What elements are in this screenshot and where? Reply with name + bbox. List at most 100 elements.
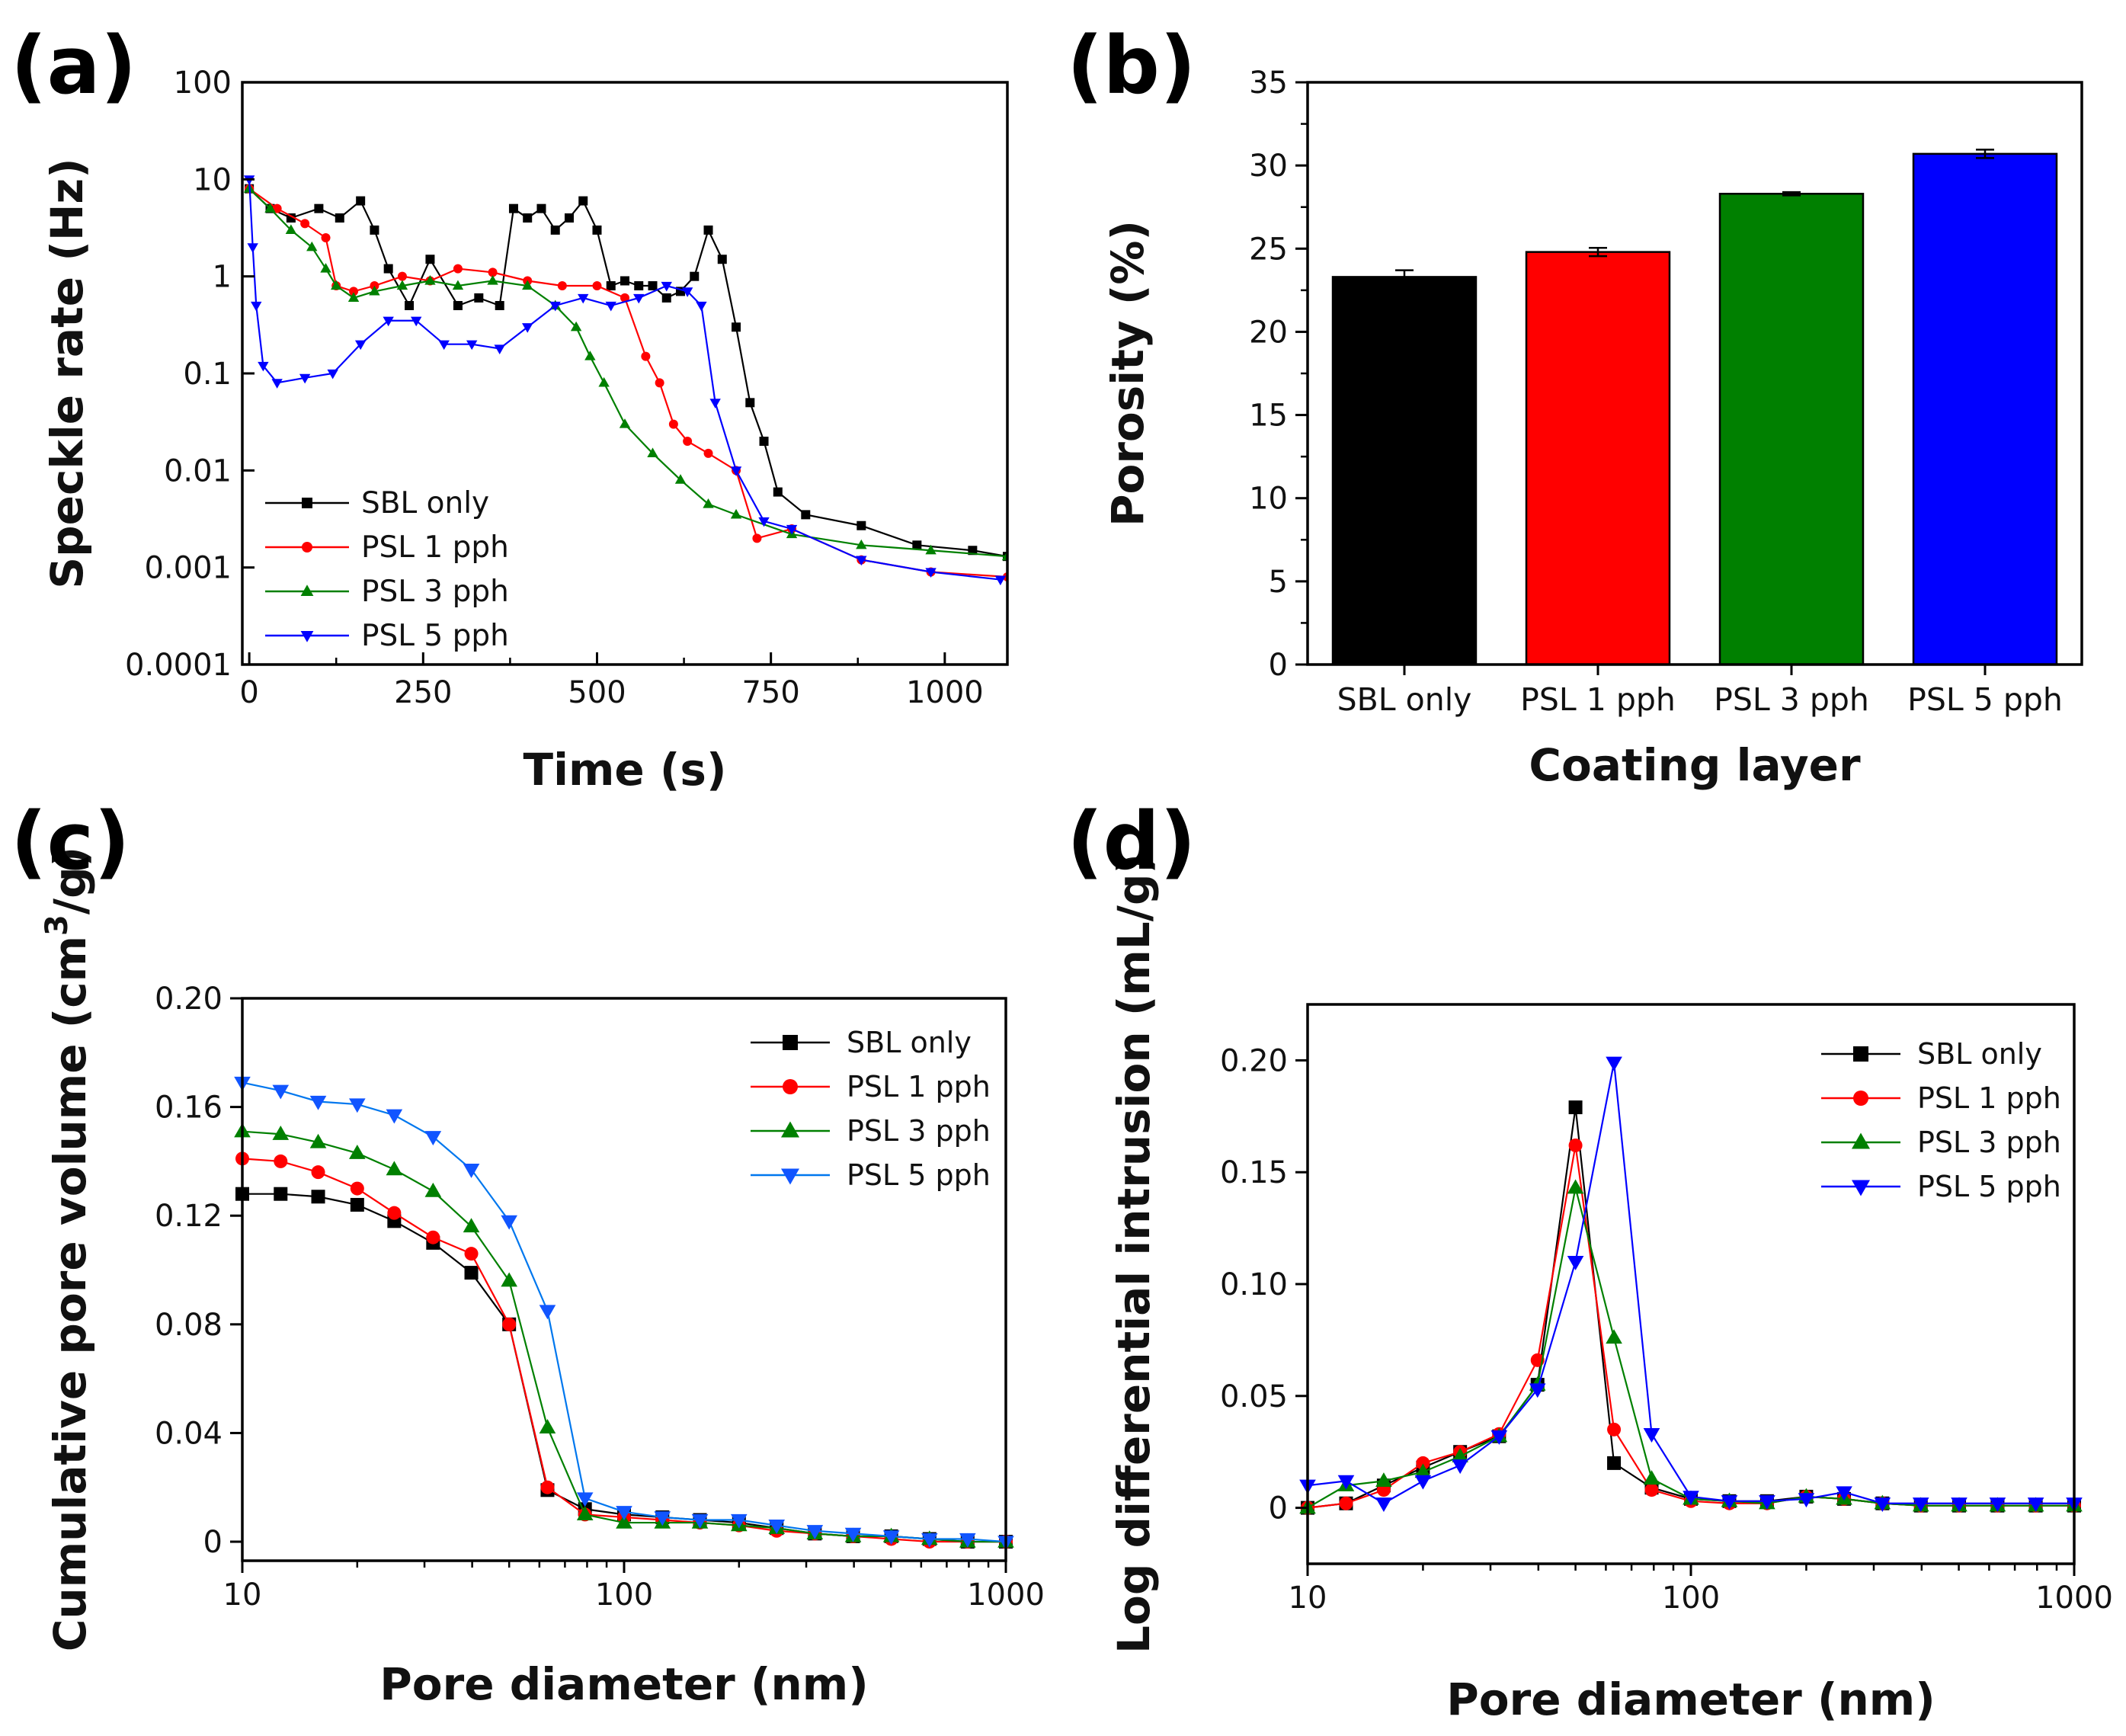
panel-a-point-psl-3-pph	[703, 498, 714, 508]
panel-c-point-psl-5-pph	[463, 1163, 480, 1178]
panel-d-ylabel: Log differential intrusion (mL/g)	[1108, 854, 1160, 1654]
panel-a-legend-entry: SBL only	[361, 486, 489, 520]
panel-a-point-psl-1-pph	[703, 448, 713, 458]
panel-a-ytick-label: 0.01	[164, 453, 232, 488]
panel-a-point-sbl-only	[606, 281, 616, 291]
panel-d-point-psl-5-pph	[1414, 1475, 1432, 1490]
panel-a-point-psl-1-pph	[655, 378, 664, 388]
panel-d-legend-marker	[1853, 1046, 1868, 1062]
panel-a-point-sbl-only	[425, 255, 435, 264]
panel-a-point-psl-3-pph	[1001, 550, 1007, 561]
panel-a-point-sbl-only	[773, 487, 783, 497]
panel-a-legend-marker	[302, 542, 312, 553]
panel-c-ylabel: Cumulative pore volume (cm3/g)	[40, 847, 96, 1651]
panel-a-point-psl-3-pph	[730, 508, 742, 519]
panel-c-point-psl-5-pph	[882, 1530, 900, 1545]
panel-c-legend-entry: PSL 1 pph	[847, 1070, 991, 1103]
panel-a-legend-marker	[302, 498, 312, 508]
panel-d-point-psl-5-pph	[1375, 1497, 1392, 1512]
panel-b-ytick-label: 15	[1249, 399, 1288, 434]
panel-a-point-psl-1-pph	[557, 281, 567, 291]
panel-a-point-sbl-only	[912, 540, 922, 550]
panel-b-bar-sbl-only	[1331, 276, 1478, 666]
panel-a-point-sbl-only	[564, 213, 574, 223]
panel-a-point-psl-5-pph	[354, 340, 367, 351]
panel-c-point-psl-5-pph	[921, 1533, 938, 1548]
panel-d-point-psl-1-pph	[1607, 1422, 1622, 1437]
panel-c-legend-marker	[781, 1168, 799, 1185]
panel-c-point-psl-5-pph	[731, 1513, 748, 1529]
panel-a-point-sbl-only	[620, 276, 629, 286]
panel-a-point-psl-3-pph	[369, 285, 380, 296]
panel-a-legend-marker	[300, 585, 314, 596]
panel-a-legend-entry: PSL 1 pph	[361, 530, 509, 565]
panel-d-point-psl-5-pph	[1874, 1497, 1891, 1512]
panel-a-point-psl-3-pph	[584, 351, 596, 360]
panel-c-ytick-label: 0.04	[155, 1416, 223, 1451]
panel-d-point-psl-5-pph	[1683, 1491, 1699, 1506]
panel-a-point-psl-5-pph	[696, 301, 707, 312]
panel-a-point-psl-1-pph	[592, 281, 602, 291]
panel-d-ytick-label: 0.15	[1220, 1155, 1288, 1190]
panel-c-legend-marker	[781, 1121, 799, 1138]
panel-a-point-psl-3-pph	[396, 280, 408, 290]
panel-d-point-psl-5-pph	[1490, 1430, 1508, 1445]
panel-d-legend-entry: PSL 1 pph	[1917, 1081, 2061, 1115]
panel-c-point-psl-1-pph	[350, 1181, 364, 1196]
panel-c-point-psl-3-pph	[349, 1144, 366, 1159]
panel-c-point-psl-3-pph	[424, 1182, 442, 1197]
panel-c-point-sbl-only	[311, 1190, 325, 1204]
panel-c-xlabel: Pore diameter (nm)	[379, 1658, 868, 1710]
panel-a-point-psl-3-pph	[647, 447, 658, 458]
panel-d-point-psl-3-pph	[1606, 1329, 1622, 1344]
panel-d-point-psl-5-pph	[1452, 1459, 1468, 1475]
panel-a-point-psl-5-pph	[299, 373, 311, 384]
panel-a-point-psl-5-pph	[661, 281, 672, 292]
panel-a-point-sbl-only	[383, 264, 393, 274]
panel-d-legend-marker	[1853, 1091, 1868, 1106]
panel-b-ytick-label: 20	[1249, 315, 1288, 350]
panel-a-point-psl-5-pph	[605, 301, 616, 312]
panel-d-point-psl-1-pph	[1568, 1138, 1583, 1152]
panel-b-chart: SBL only PSL 1 pph PSL 3 pph PSL 5 pph 0 5 10 1…	[1102, 66, 2083, 791]
panel-c-point-psl-5-pph	[349, 1098, 366, 1113]
panel-c-point-psl-5-pph	[386, 1109, 403, 1124]
panel-c-legend-entry: PSL 3 pph	[847, 1114, 991, 1148]
panel-d-point-psl-1-pph	[1339, 1496, 1353, 1510]
panel-b-bar-psl-3-pph	[1718, 193, 1865, 666]
panel-d-point-psl-3-pph	[1452, 1447, 1468, 1462]
panel-a-ytick-label: 100	[174, 66, 232, 101]
panel-c-point-psl-5-pph	[768, 1520, 786, 1534]
panel-a-legend-entry: PSL 5 pph	[361, 619, 509, 653]
panel-d-chart: 10 100 1000 0 0.05 0.10 0.15 0.20 SBL only PSL 1 …	[1108, 854, 2113, 1725]
panel-a-point-sbl-only	[370, 225, 379, 235]
panel-a-point-psl-5-pph	[578, 293, 589, 304]
panel-c-legend-entry: PSL 5 pph	[847, 1158, 991, 1192]
panel-d-point-psl-5-pph	[1836, 1486, 1852, 1501]
panel-a-xtick-label: 0	[239, 675, 258, 710]
panel-b-ytick-label: 0	[1269, 648, 1288, 683]
panel-a-point-psl-1-pph	[668, 419, 678, 429]
panel-c-point-psl-5-pph	[806, 1525, 824, 1540]
panel-a-ytick-label: 0.001	[144, 551, 232, 586]
panel-d-point-psl-3-pph	[1375, 1472, 1392, 1488]
panel-c-point-psl-3-pph	[576, 1506, 594, 1521]
panel-b-ylabel: Porosity (%)	[1102, 220, 1154, 527]
panel-c-line-sbl-only	[242, 1193, 1006, 1543]
panel-b-xtick-label: PSL 3 pph	[1714, 681, 1869, 718]
panel-a-point-sbl-only	[732, 322, 741, 332]
panel-a-plot-area	[243, 175, 1007, 586]
panel-d-ytick-label: 0.05	[1220, 1379, 1288, 1414]
panel-c-point-psl-5-pph	[539, 1305, 556, 1320]
panel-a-xtick-label: 750	[741, 675, 799, 710]
panel-a-ytick-label: 10	[193, 162, 232, 197]
panel-c-point-psl-1-pph	[311, 1165, 325, 1180]
panel-a-xtick-label: 1000	[906, 675, 984, 710]
panel-c-ytick-label: 0.20	[155, 982, 223, 1017]
panel-c-ytick-label: 0.08	[155, 1308, 223, 1343]
panel-a-point-sbl-only	[536, 203, 546, 213]
panel-a-point-psl-5-pph	[786, 524, 798, 535]
panel-c-xtick-label: 10	[223, 1577, 262, 1613]
panel-a-point-psl-5-pph	[633, 293, 645, 304]
panel-d-point-sbl-only	[1568, 1100, 1583, 1115]
